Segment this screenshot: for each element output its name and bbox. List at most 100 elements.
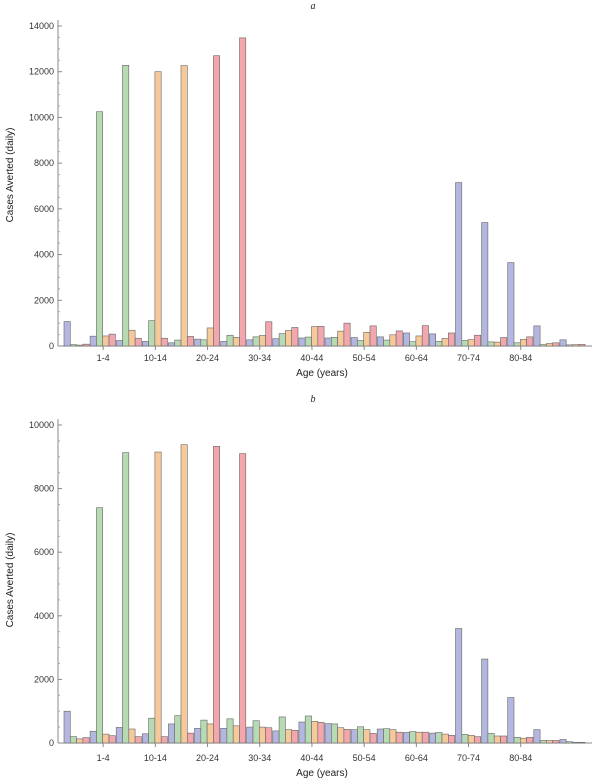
- bar-b-group13-series0: [402, 732, 410, 744]
- bar-b-group1-series3: [108, 735, 116, 744]
- y-axis-label-b: Cases Averted (daily): [5, 533, 16, 628]
- bar-b-group15-series3: [474, 736, 481, 744]
- bar-a-group12-series2: [389, 334, 397, 347]
- bar-b-group8-series0: [272, 730, 280, 744]
- bar-a-group11-series1: [357, 340, 364, 347]
- bar-b-group4-series2: [180, 444, 188, 744]
- bar-b-group12-series2: [389, 729, 397, 744]
- bar-b-group5-series1: [200, 719, 208, 744]
- bar-b-group10-series0: [324, 723, 332, 744]
- bar-b-group10-series2: [337, 727, 345, 744]
- bar-a-group5-series3: [213, 55, 220, 347]
- y-tick-label: 8000: [34, 484, 54, 494]
- y-tick-label: 2000: [34, 295, 54, 305]
- bar-a-group18-series3: [552, 342, 560, 347]
- x-tick-label: 20-24: [196, 353, 219, 363]
- chart-panel-b: b Cases Averted (daily) Age (years) 0 200…: [5, 394, 592, 779]
- x-tick-label: 70-74: [457, 353, 480, 363]
- bar-b-group2-series0: [115, 727, 123, 744]
- y-tick-label: 6000: [34, 547, 54, 557]
- y-tick-label: 12000: [29, 67, 54, 77]
- x-tick-label: 1-4: [97, 353, 110, 363]
- x-tick-label: 80-84: [509, 353, 532, 363]
- bar-b-group11-series2: [363, 729, 371, 744]
- bar-a-group6-series3: [239, 37, 247, 347]
- y-tick-label: 4000: [34, 611, 54, 621]
- bar-a-group3-series3: [160, 337, 168, 347]
- bar-b-group4-series0: [168, 723, 175, 744]
- bar-b-group13-series3: [421, 731, 429, 744]
- bar-a-group7-series2: [258, 335, 266, 347]
- bar-a-group17-series3: [526, 336, 534, 347]
- bar-a-group8-series3: [291, 327, 299, 347]
- bar-b-group1-series0: [89, 730, 97, 744]
- bar-a-group6-series2: [232, 337, 240, 347]
- bar-a-group15-series1: [461, 340, 469, 347]
- bar-b-group18-series1: [539, 740, 547, 744]
- bar-a-group8-series0: [272, 338, 280, 347]
- bar-b-group7-series1: [252, 720, 260, 744]
- x-tick-label: 20-24: [196, 753, 219, 763]
- bar-b-group17-series2: [519, 737, 527, 744]
- bar-b-group11-series1: [357, 726, 364, 744]
- x-tick-label: 80-84: [509, 753, 532, 763]
- bar-a-group9-series2: [311, 326, 319, 347]
- bar-a-group11-series2: [363, 331, 371, 347]
- bar-b-group2-series2: [128, 728, 136, 744]
- bar-a-group0-series3: [82, 343, 90, 347]
- bar-b-group8-series1: [278, 716, 286, 744]
- bar-a-group14-series1: [435, 341, 443, 347]
- bar-a-group16-series0: [481, 222, 489, 347]
- y-tick-label: 10000: [29, 420, 54, 430]
- bar-b-group9-series3: [317, 722, 325, 744]
- x-axis-label-a: Age (years): [296, 368, 348, 379]
- bar-b-group12-series1: [383, 728, 391, 744]
- bar-b-group5-series2: [206, 723, 214, 744]
- bar-a-group8-series1: [278, 333, 286, 347]
- y-tick-label: 0: [49, 341, 54, 351]
- y-tick-label: 0: [49, 738, 54, 748]
- bar-b-group14-series0: [429, 732, 436, 744]
- bar-b-group8-series2: [285, 729, 292, 744]
- bar-a-group4-series3: [187, 336, 194, 347]
- bar-a-group7-series0: [246, 339, 254, 347]
- y-tick-label: 10000: [29, 112, 54, 122]
- bar-a-group1-series0: [89, 335, 97, 347]
- bar-b-group6-series2: [232, 725, 240, 744]
- bar-b-group18-series3: [552, 740, 560, 744]
- bar-a-group16-series1: [487, 341, 495, 347]
- bar-b-group9-series1: [304, 715, 312, 744]
- bar-a-group19-series2: [572, 344, 580, 347]
- bar-b-group0-series1: [70, 736, 77, 744]
- bar-a-group17-series2: [519, 339, 527, 347]
- bar-a-group10-series3: [343, 322, 351, 347]
- bar-b-group3-series0: [142, 733, 149, 744]
- bar-a-group19-series3: [578, 344, 586, 347]
- bar-b-group17-series1: [513, 736, 521, 744]
- bar-a-group16-series3: [500, 337, 508, 347]
- bar-a-group1-series2: [102, 335, 110, 347]
- bar-b-group0-series3: [82, 737, 90, 744]
- x-tick-label: 40-44: [300, 353, 323, 363]
- bar-a-group13-series3: [421, 325, 429, 347]
- bar-a-group19-series1: [565, 344, 573, 347]
- bar-a-group13-series2: [415, 335, 423, 347]
- bar-b-group19-series3: [578, 742, 586, 744]
- bar-a-group15-series2: [467, 339, 475, 347]
- y-tick-label: 6000: [34, 204, 54, 214]
- bar-b-group9-series0: [298, 721, 306, 744]
- bar-a-group18-series0: [533, 325, 541, 347]
- bar-a-group8-series2: [285, 330, 292, 347]
- bar-b-group14-series2: [441, 733, 449, 744]
- bar-a-group12-series0: [376, 336, 384, 347]
- bar-b-group0-series0: [63, 710, 71, 744]
- x-tick-label: 70-74: [457, 753, 480, 763]
- bar-b-group16-series0: [481, 658, 489, 744]
- bar-a-group18-series1: [539, 344, 547, 347]
- bar-b-group5-series3: [213, 446, 220, 744]
- bar-b-group2-series1: [122, 452, 130, 744]
- bar-b-group6-series3: [239, 453, 247, 744]
- x-tick-label: 50-54: [353, 353, 376, 363]
- x-tick-label: 30-34: [248, 753, 271, 763]
